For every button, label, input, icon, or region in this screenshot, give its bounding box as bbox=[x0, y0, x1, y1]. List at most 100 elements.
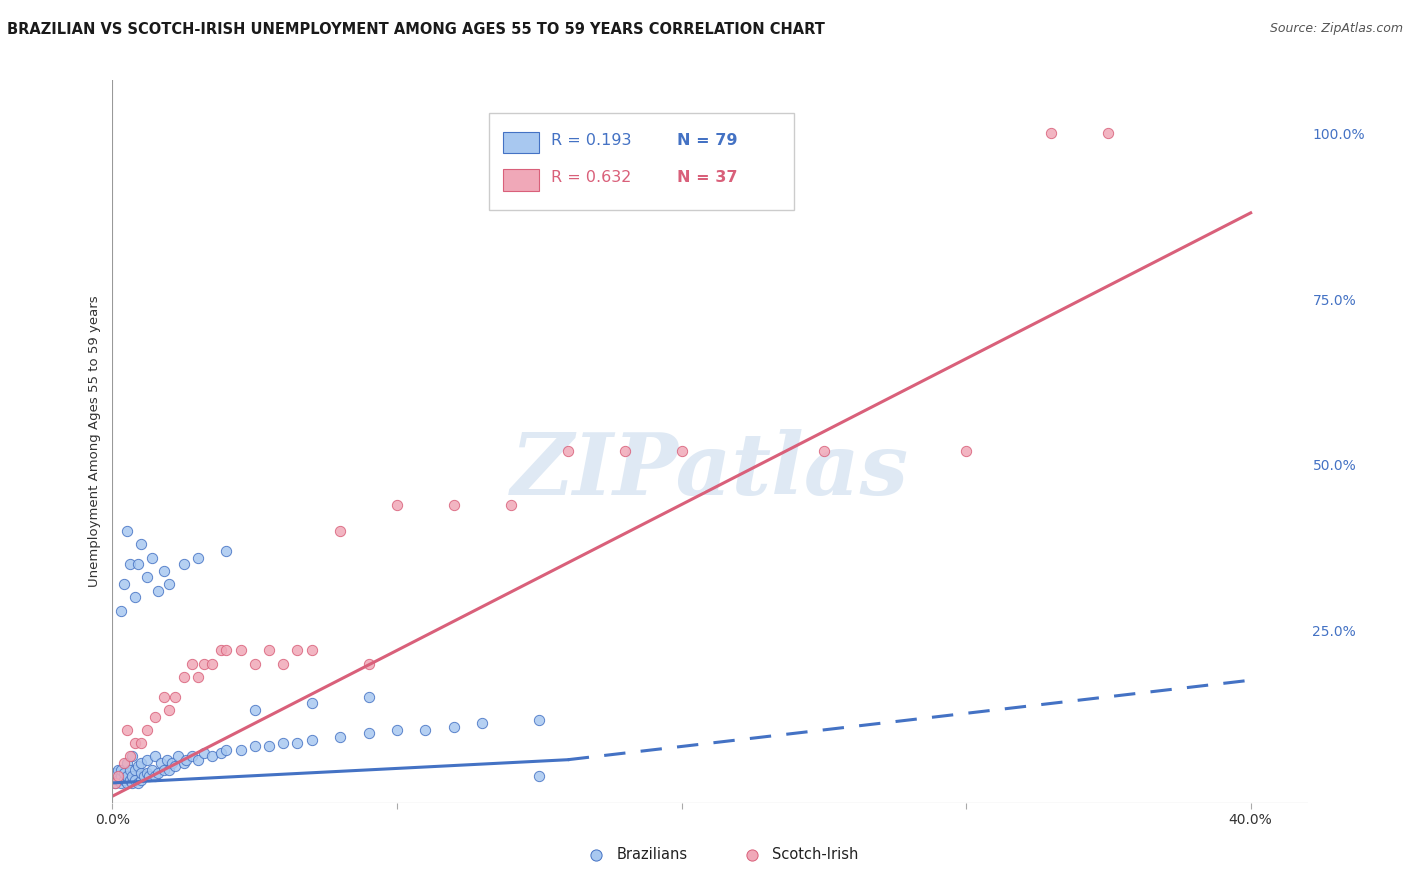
Point bbox=[301, 697, 323, 711]
Point bbox=[329, 524, 352, 538]
Point bbox=[115, 756, 138, 770]
Text: Scotch-Irish: Scotch-Irish bbox=[772, 847, 859, 863]
Point bbox=[301, 732, 323, 747]
Point bbox=[112, 756, 135, 770]
Point bbox=[157, 703, 180, 717]
Point bbox=[146, 583, 169, 598]
Point bbox=[229, 643, 252, 657]
Point bbox=[209, 746, 232, 760]
Point bbox=[129, 756, 152, 770]
Point bbox=[107, 769, 129, 783]
Point bbox=[135, 766, 157, 780]
Point bbox=[152, 690, 174, 704]
Point bbox=[385, 723, 408, 737]
Point bbox=[127, 557, 149, 571]
Point bbox=[143, 769, 166, 783]
Point bbox=[143, 709, 166, 723]
FancyBboxPatch shape bbox=[503, 132, 538, 153]
Point bbox=[110, 763, 132, 777]
FancyBboxPatch shape bbox=[489, 112, 794, 211]
Point bbox=[613, 444, 636, 458]
Point bbox=[110, 769, 132, 783]
Point bbox=[287, 643, 309, 657]
Point bbox=[187, 753, 209, 767]
Point bbox=[121, 769, 143, 783]
Point bbox=[121, 749, 143, 764]
Point bbox=[112, 577, 135, 591]
Text: N = 37: N = 37 bbox=[676, 170, 737, 186]
Point bbox=[118, 749, 141, 764]
Point bbox=[124, 763, 146, 777]
Point bbox=[135, 570, 157, 584]
Point bbox=[167, 749, 190, 764]
Point bbox=[201, 749, 224, 764]
Point bbox=[215, 544, 238, 558]
Point bbox=[129, 736, 152, 750]
Point bbox=[215, 643, 238, 657]
Point bbox=[124, 736, 146, 750]
Point bbox=[104, 776, 127, 790]
Text: Source: ZipAtlas.com: Source: ZipAtlas.com bbox=[1270, 22, 1403, 36]
Point bbox=[135, 753, 157, 767]
Point bbox=[165, 759, 187, 773]
Point bbox=[357, 657, 380, 671]
Point bbox=[110, 603, 132, 617]
Point bbox=[357, 726, 380, 740]
Point bbox=[107, 763, 129, 777]
Point bbox=[118, 763, 141, 777]
Point bbox=[1254, 837, 1277, 851]
Point bbox=[187, 670, 209, 684]
Point bbox=[107, 772, 129, 787]
Point bbox=[1040, 126, 1063, 140]
Point bbox=[243, 739, 266, 754]
Y-axis label: Unemployment Among Ages 55 to 59 years: Unemployment Among Ages 55 to 59 years bbox=[89, 296, 101, 587]
Point bbox=[301, 643, 323, 657]
Point bbox=[173, 670, 195, 684]
Point bbox=[181, 749, 204, 764]
Point bbox=[1097, 126, 1119, 140]
Point bbox=[115, 769, 138, 783]
Point bbox=[110, 776, 132, 790]
Point bbox=[187, 550, 209, 565]
Point bbox=[165, 690, 187, 704]
Point bbox=[385, 498, 408, 512]
Point bbox=[176, 753, 198, 767]
Point bbox=[173, 756, 195, 770]
Point bbox=[243, 703, 266, 717]
Point bbox=[287, 736, 309, 750]
Point bbox=[146, 766, 169, 780]
Point bbox=[157, 763, 180, 777]
Point bbox=[155, 753, 177, 767]
Text: ZIPatlas: ZIPatlas bbox=[510, 429, 910, 512]
Point bbox=[193, 746, 215, 760]
Text: R = 0.632: R = 0.632 bbox=[551, 170, 631, 186]
Text: N = 79: N = 79 bbox=[676, 133, 737, 148]
Point bbox=[243, 657, 266, 671]
Point bbox=[115, 524, 138, 538]
Point bbox=[149, 756, 172, 770]
Point bbox=[115, 723, 138, 737]
Point bbox=[162, 756, 183, 770]
Point bbox=[201, 657, 224, 671]
Point bbox=[129, 537, 152, 551]
Point bbox=[215, 743, 238, 757]
Point bbox=[141, 763, 163, 777]
Point bbox=[124, 591, 146, 605]
Point bbox=[529, 769, 551, 783]
Point bbox=[115, 776, 138, 790]
Point bbox=[138, 769, 160, 783]
Point bbox=[271, 657, 294, 671]
FancyBboxPatch shape bbox=[503, 169, 538, 191]
Point bbox=[129, 772, 152, 787]
Point bbox=[471, 716, 494, 731]
Point bbox=[135, 723, 157, 737]
Point bbox=[229, 743, 252, 757]
Point bbox=[443, 498, 465, 512]
Point bbox=[415, 723, 437, 737]
Point bbox=[121, 776, 143, 790]
Point bbox=[127, 776, 149, 790]
Point bbox=[157, 577, 180, 591]
Point bbox=[557, 444, 579, 458]
Point bbox=[257, 643, 280, 657]
Point bbox=[181, 657, 204, 671]
